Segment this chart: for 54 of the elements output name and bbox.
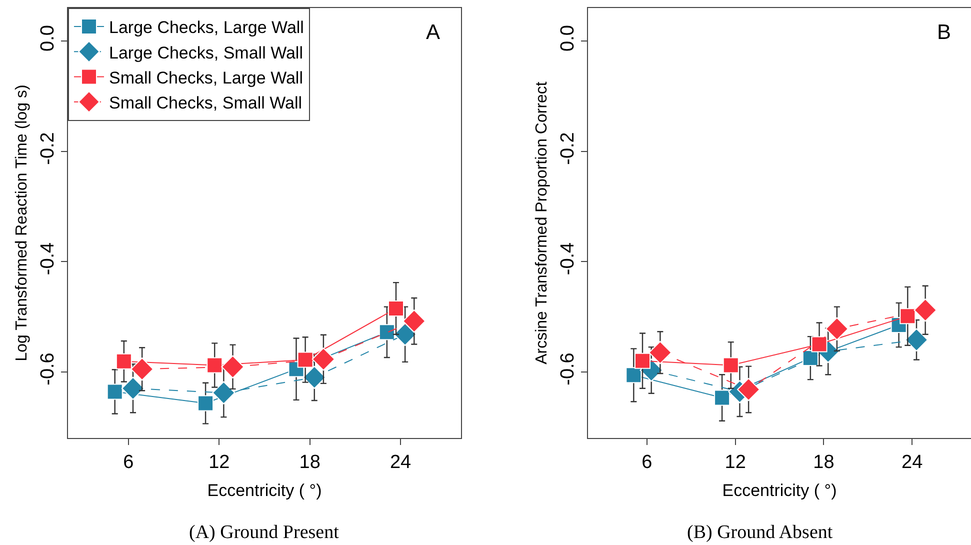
point [221,355,244,378]
point [212,381,236,404]
y-axis-title: Arcsine Transformed Proportion Correct [533,81,550,364]
point [297,352,314,368]
x-axis-title: Eccentricity ( °) [207,481,322,500]
x-tick-label: 18 [813,452,834,473]
point [737,378,760,402]
legend-label: Small Checks, Large Wall [109,68,303,88]
legend-label: Large Checks, Large Wall [109,18,304,38]
point [714,390,730,406]
x-tick-label: 6 [123,452,134,473]
x-tick-label: 6 [642,452,652,473]
y-tick-label: -0.6 [557,352,578,386]
point [900,308,916,324]
x-tick-label: 12 [724,452,746,473]
point [121,376,145,400]
legend-label: Small Checks, Small Wall [109,93,302,112]
point [394,322,417,346]
text: (A) Ground Present [189,522,340,543]
y-tick-label: 0.0 [37,25,58,52]
text: (B) Ground Absent [687,522,834,543]
point [206,357,223,374]
x-tick-label: 24 [902,452,924,473]
point [825,317,848,340]
point [198,395,214,412]
point [648,341,672,364]
annotation: B [937,21,952,44]
point [302,366,326,389]
y-axis-title: Log Transformed Reaction Time (log s) [13,84,30,362]
point [811,336,828,352]
point [116,353,132,370]
point [130,358,154,381]
point [402,310,426,333]
x-tick-label: 24 [390,452,412,473]
legend-label: Large Checks, Small Wall [109,43,303,62]
annotation: A [426,21,440,44]
y-tick-label: -0.2 [557,132,578,165]
y-tick-label: -0.4 [557,242,578,276]
point [904,328,928,352]
y-tick-label: 0.0 [557,25,578,52]
point [312,348,335,371]
y-tick-label: -0.6 [37,352,58,386]
point [626,367,642,384]
point [914,298,937,322]
point [722,357,739,374]
point [634,352,650,369]
point [378,324,395,340]
y-tick-label: -0.4 [37,242,58,276]
x-axis-title: Eccentricity ( °) [722,481,837,500]
x-tick-label: 18 [299,452,320,473]
y-tick-label: -0.2 [37,132,58,165]
point [388,300,404,316]
point [106,384,123,400]
x-tick-label: 12 [208,452,230,473]
